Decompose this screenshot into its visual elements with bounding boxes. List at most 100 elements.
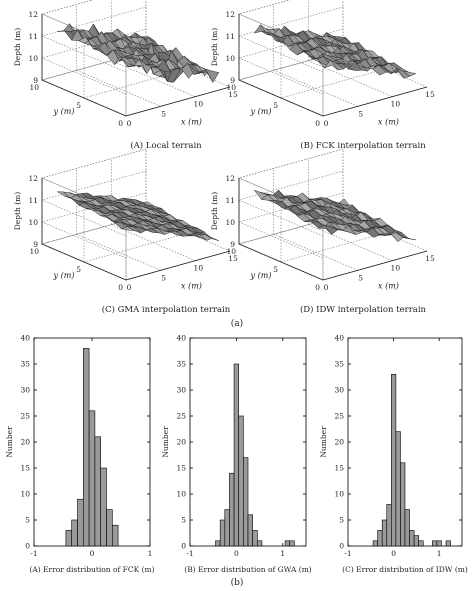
surface-facet <box>402 70 417 77</box>
y-tick-label: 0 <box>339 542 344 551</box>
z-tick-label: 10 <box>225 218 235 227</box>
x-tick-label: 1 <box>280 549 285 558</box>
y-tick-label: 30 <box>334 386 344 395</box>
y-tick-label: 25 <box>176 412 186 421</box>
x-tick-label: -1 <box>30 549 37 558</box>
floor-gridline <box>111 60 196 97</box>
y-axis-label: y (m) <box>53 271 75 280</box>
x-tick-label: -1 <box>344 549 351 558</box>
y-tick-label: 5 <box>76 101 81 110</box>
y-tick-label: 5 <box>76 265 81 274</box>
y-axis-label: Number <box>5 426 14 458</box>
histogram-bar <box>404 509 410 547</box>
z-axis-label: Depth (m) <box>210 192 219 231</box>
y-tick-label: 0 <box>315 119 320 128</box>
histogram-bar <box>65 530 73 547</box>
y-tick-label: 15 <box>334 464 344 473</box>
x-axis-label: x (m) <box>378 118 399 127</box>
histogram-bar <box>106 509 113 547</box>
panel-caption: (C) Error distribution of IDW (m) <box>342 565 468 574</box>
y-tick-label: 25 <box>334 412 344 421</box>
y-tick-label: 0 <box>181 542 186 551</box>
surface-facet <box>205 68 220 83</box>
histogram-bar <box>418 540 424 547</box>
figure-label-b: (b) <box>231 577 244 588</box>
x-tick-label: 5 <box>161 273 166 282</box>
z-tick-label: 11 <box>28 32 38 41</box>
histogram-bar <box>100 467 107 547</box>
histogram-bar <box>391 374 397 547</box>
histogram-bar <box>112 524 119 547</box>
y-axis <box>238 79 324 117</box>
z-tick-label: 9 <box>33 76 38 85</box>
x-axis <box>322 86 428 117</box>
z-tick-label: 12 <box>28 174 38 183</box>
histogram-bar <box>233 363 240 547</box>
y-tick-label: 15 <box>176 464 186 473</box>
z-tick-label: 10 <box>28 218 38 227</box>
floor-gridline <box>111 224 196 261</box>
histogram-bar <box>71 519 78 547</box>
y-tick-label: 10 <box>176 490 186 499</box>
y-tick-label: 5 <box>273 265 278 274</box>
y-tick-label: 35 <box>20 360 30 369</box>
x-axis-label: x (m) <box>181 118 202 127</box>
x-tick-label: 0 <box>324 283 329 292</box>
y-axis-label: Number <box>319 426 328 458</box>
y-tick-label: 20 <box>334 438 344 447</box>
y-tick-label: 5 <box>273 101 278 110</box>
x-tick-label: -1 <box>186 549 193 558</box>
y-tick-label: 0 <box>315 283 320 292</box>
y-axis-label: y (m) <box>250 271 272 280</box>
y-tick-label: 30 <box>176 386 186 395</box>
y-axis <box>41 79 127 117</box>
floor-gridline <box>83 232 189 263</box>
surface-facet <box>402 237 416 241</box>
panel-caption: (B) FCK interpolation terrain <box>300 140 426 151</box>
x-tick-label: 0 <box>324 119 329 128</box>
floor-gridline <box>280 232 386 263</box>
z-tick-label: 11 <box>28 196 38 205</box>
z-tick-label: 10 <box>225 54 235 63</box>
x-axis <box>125 86 231 117</box>
figure-label-a: (a) <box>231 318 243 329</box>
histogram-bar <box>432 540 438 547</box>
x-tick-label: 5 <box>358 273 363 282</box>
histogram-bar <box>436 540 442 547</box>
y-tick-label: 35 <box>334 360 344 369</box>
surface <box>253 189 416 242</box>
x-axis <box>125 250 231 281</box>
x-tick-label: 15 <box>228 90 238 99</box>
histogram-bar <box>94 436 102 547</box>
z-axis-label: Depth (m) <box>13 28 22 67</box>
histogram-bar <box>247 514 253 547</box>
y-tick-label: 15 <box>20 464 30 473</box>
y-axis-label: Number <box>161 426 170 458</box>
surface <box>57 23 220 83</box>
y-tick-label: 10 <box>29 83 39 92</box>
x-tick-label: 15 <box>228 254 238 263</box>
x-tick-label: 15 <box>425 90 435 99</box>
x-tick-label: 10 <box>194 100 204 109</box>
panel-caption: (B) Error distribution of GWA (m) <box>184 565 312 574</box>
y-tick-label: 40 <box>334 334 344 343</box>
floor-gridline <box>76 70 161 107</box>
y-tick-label: 35 <box>176 360 186 369</box>
x-tick-label: 10 <box>194 264 204 273</box>
panel-caption: (A) Local terrain <box>130 140 202 151</box>
histogram-bar <box>215 540 221 547</box>
x-tick-label: 5 <box>358 109 363 118</box>
z-tick-label: 9 <box>230 240 235 249</box>
histogram-bar <box>229 472 235 547</box>
histogram-bar <box>224 509 230 547</box>
y-tick-label: 0 <box>25 542 30 551</box>
y-tick-label: 10 <box>226 247 236 256</box>
floor-gridline <box>273 234 358 271</box>
y-tick-label: 5 <box>339 516 344 525</box>
histogram-bar <box>386 504 392 547</box>
